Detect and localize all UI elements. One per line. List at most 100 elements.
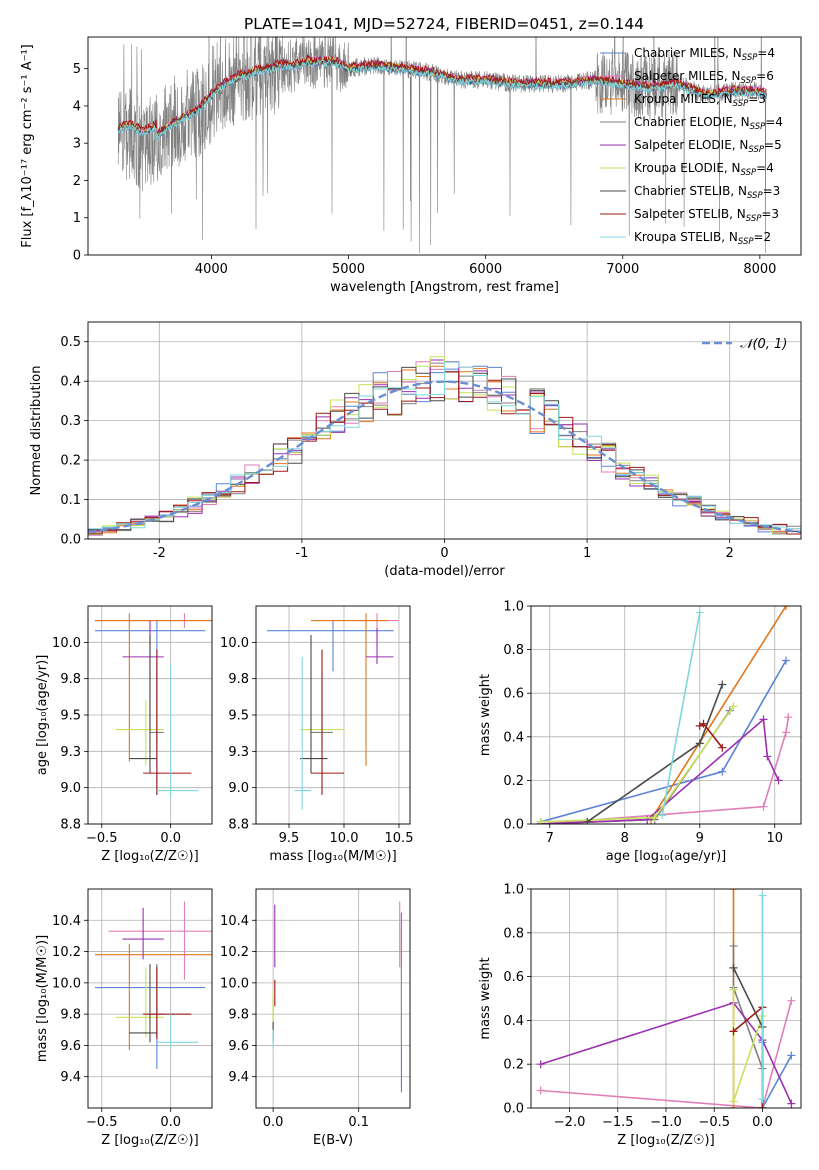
- legend-entry: Chabrier MILES, NSSP=4: [634, 46, 775, 63]
- legend-entry: Salpeter STELIB, NSSP=3: [634, 207, 779, 224]
- y-tick-label: 0.4: [503, 1014, 524, 1029]
- plus-marker: [729, 889, 738, 893]
- x-tick-label: 2: [726, 546, 734, 561]
- plus-marker: [729, 702, 738, 711]
- axes-frame: [255, 605, 411, 825]
- axes-frame: [255, 888, 411, 1109]
- y-tick-label: 0: [73, 249, 81, 264]
- y-tick-label: 9.0: [60, 781, 81, 796]
- plus-marker: [782, 728, 790, 737]
- axes-frame: [87, 888, 213, 1109]
- plus-marker: [695, 608, 704, 617]
- normal-curve: [88, 380, 801, 534]
- figure-title: PLATE=1041, MJD=52724, FIBERID=0451, z=0…: [244, 15, 644, 33]
- y-tick-label: 0.4: [60, 375, 81, 390]
- axes-frame: [87, 36, 802, 256]
- errorbar-point: [143, 649, 192, 795]
- errorbar-point: [115, 700, 164, 766]
- plot-area: [536, 889, 796, 1108]
- x-tick-label: 9: [696, 831, 704, 846]
- plot-area: [536, 606, 793, 824]
- y-tick-label: 0.2: [503, 1058, 524, 1073]
- plot-area: [272, 901, 402, 1093]
- y-tick-label: 9.3: [228, 745, 249, 760]
- model-spectrum: [117, 59, 767, 140]
- plus-marker: [729, 985, 738, 994]
- y-tick-label: 1: [73, 211, 81, 226]
- y-tick-label: 10.0: [52, 636, 81, 651]
- plot-area: [94, 613, 212, 798]
- y-tick-label: 9.8: [60, 672, 81, 687]
- errorbar-point: [311, 613, 388, 766]
- legend-entry: Salpeter MILES, NSSP=6: [634, 69, 774, 86]
- y-tick-label: 0.0: [503, 818, 524, 833]
- x-tick-label: 10.5: [385, 831, 414, 846]
- y-axis-label: Normed distribution: [29, 366, 44, 496]
- y-tick-label: 0.1: [60, 493, 81, 508]
- y-axis-label: age [log₁₀(age/yr)]: [35, 655, 50, 776]
- y-tick-label: 10.4: [52, 914, 81, 929]
- plus-marker: [763, 752, 772, 761]
- errorbar-point: [122, 620, 164, 730]
- x-tick-label: 7: [546, 831, 554, 846]
- weight-line: [661, 612, 701, 816]
- plus-marker: [729, 963, 738, 972]
- plus-marker: [787, 1099, 796, 1108]
- plus-marker: [718, 767, 727, 776]
- axes-frame: [530, 605, 802, 825]
- y-tick-label: 9.3: [60, 745, 81, 760]
- plus-marker: [782, 656, 790, 665]
- x-axis-label: E(B-V): [313, 1133, 353, 1148]
- weight-line: [540, 710, 731, 824]
- age-vs-mass-panel: 9.5 10.0 10.5 8.8 9.0 9.3 9.5 9.8 10.0 mass [log₁…: [220, 605, 414, 864]
- y-tick-label: 0.3: [60, 414, 81, 429]
- x-axis-label: Z [log₁₀(Z/Z☉)]: [101, 1133, 198, 1148]
- plus-marker: [787, 1051, 796, 1060]
- y-axis-label: mass [log₁₀(M/M☉)]: [35, 935, 50, 1062]
- plus-marker: [536, 1060, 545, 1069]
- y-tick-label: 1.0: [503, 600, 524, 615]
- y-tick-label: 5: [73, 62, 81, 77]
- axes-frame: [87, 321, 802, 540]
- plus-marker: [758, 1095, 767, 1104]
- y-tick-label: 9.4: [60, 1070, 81, 1085]
- y-tick-label: 2: [73, 174, 81, 189]
- errorbar-point: [143, 967, 192, 1040]
- plus-marker: [699, 719, 708, 728]
- errorbar-point: [129, 635, 157, 774]
- y-tick-label: 0.8: [503, 643, 524, 658]
- legend-entry: Chabrier ELODIE, NSSP=4: [634, 115, 783, 132]
- x-tick-label: 9.5: [279, 831, 300, 846]
- mass-vs-metallicity-panel: −0.5 0.0 9.4 9.6 9.8 10.0 10.2 10.4 Z [log₁₀(Z/Z…: [35, 888, 213, 1148]
- weight-line: [540, 606, 787, 824]
- x-tick-label: 6000: [469, 262, 502, 277]
- plot-area: [267, 613, 399, 810]
- x-axis-label: mass [log₁₀(M/M☉)]: [269, 849, 396, 864]
- y-tick-label: 9.5: [228, 709, 249, 724]
- weight-line: [540, 1000, 793, 1108]
- y-tick-label: 9.6: [60, 1039, 81, 1054]
- y-tick-label: 10.0: [52, 976, 81, 991]
- errorbar-point: [156, 1014, 199, 1049]
- x-tick-label: 0.0: [263, 1115, 284, 1130]
- legend-entry: 𝒩(0, 1): [740, 337, 787, 352]
- y-tick-label: 0.2: [60, 454, 81, 469]
- plus-marker: [729, 1097, 738, 1106]
- legend-entry: Kroupa MILES, NSSP=3: [634, 92, 766, 109]
- x-tick-label: 0.0: [160, 1115, 181, 1130]
- weight-vs-age-panel: 7 8 9 10 0.0 0.2 0.4 0.6 0.8 1.0 age [log₁₀(age/yr…: [478, 600, 802, 864]
- plus-marker: [759, 802, 768, 811]
- axes-frame: [87, 605, 213, 825]
- plus-marker: [782, 606, 790, 610]
- residual-histogram: [88, 361, 801, 539]
- y-tick-label: 9.4: [228, 1070, 249, 1085]
- x-axis-label: (data-model)/error: [384, 564, 505, 579]
- y-tick-label: 3: [73, 137, 81, 152]
- grid: [256, 889, 410, 1108]
- errorbar-point: [366, 627, 394, 665]
- mass-vs-extinction-panel: 0.0 0.1 9.4 9.6 9.8 10.0 10.2 10.4 E(B-V): [220, 888, 411, 1148]
- plus-marker: [583, 817, 592, 824]
- legend-entry: Salpeter ELODIE, NSSP=5: [634, 138, 782, 155]
- y-axis-label: Flux [f_λ10⁻¹⁷ erg cm⁻² s⁻¹ A⁻¹]: [20, 44, 35, 248]
